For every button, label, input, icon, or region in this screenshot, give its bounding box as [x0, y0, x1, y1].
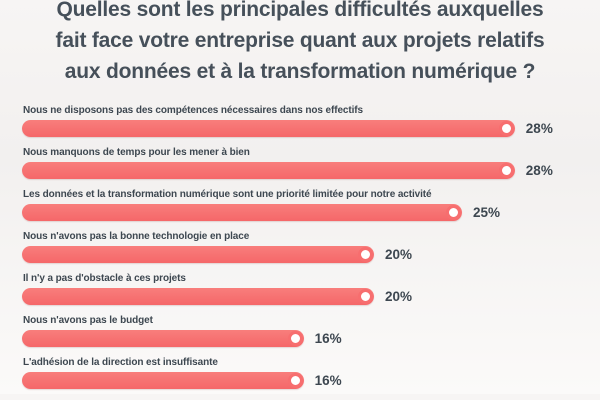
chart-row: Nous ne disposons pas des compétences né…: [22, 105, 600, 137]
answer-percentage: 25%: [473, 205, 501, 220]
chart-row: Les données et la transformation numériq…: [22, 189, 600, 221]
bar-line: 20%: [22, 246, 600, 263]
bar-thumb-icon: [446, 205, 461, 220]
bar-line: 16%: [22, 372, 600, 389]
bar-thumb-icon: [358, 289, 373, 304]
answer-bar: [22, 288, 374, 305]
survey-results-page: Quelles sont les principales difficultés…: [0, 0, 600, 389]
answer-label: Il n'y a pas d'obstacle à ces projets: [23, 273, 186, 284]
answer-bar: [22, 246, 374, 263]
chart-row: Nous manquons de temps pour les mener à …: [22, 147, 600, 179]
bar-line: 16%: [22, 330, 600, 347]
question-title-line-2: fait face votre entreprise quant aux pro…: [55, 29, 545, 52]
bar-thumb-icon: [498, 121, 514, 136]
bar-line: 28%: [22, 120, 600, 137]
chart-row: Il n'y a pas d'obstacle à ces projets 20%: [22, 273, 600, 305]
bar-thumb-icon: [358, 247, 373, 262]
answer-bar: [22, 204, 462, 221]
chart-row: L'adhésion de la direction est insuffisa…: [22, 357, 600, 389]
bar-thumb-icon: [287, 373, 303, 388]
bar-line: 20%: [22, 288, 600, 305]
bar-line: 28%: [22, 162, 600, 179]
answer-percentage: 16%: [314, 373, 342, 388]
answer-percentage: 28%: [525, 163, 553, 178]
question-title-line-1: Quelles sont les principales difficultés…: [56, 0, 544, 21]
bar-chart: Nous ne disposons pas des compétences né…: [0, 105, 600, 389]
answer-label: Les données et la transformation numériq…: [23, 189, 432, 200]
bar-thumb-icon: [287, 331, 303, 346]
answer-bar: [22, 330, 304, 347]
bar-line: 25%: [22, 204, 600, 221]
question-title-line-3: aux données et à la transformation numér…: [64, 60, 536, 83]
answer-label: Nous n'avons pas la bonne technologie en…: [23, 231, 250, 242]
answer-label: Nous manquons de temps pour les mener à …: [23, 147, 250, 158]
answer-label: L'adhésion de la direction est insuffisa…: [23, 357, 218, 368]
question-title: Quelles sont les principales difficultés…: [0, 0, 600, 87]
bar-thumb-icon: [498, 163, 514, 178]
answer-label: Nous ne disposons pas des compétences né…: [23, 105, 363, 116]
answer-percentage: 16%: [314, 331, 342, 346]
answer-percentage: 28%: [525, 121, 553, 136]
answer-percentage: 20%: [385, 247, 413, 262]
answer-label: Nous n'avons pas le budget: [23, 315, 153, 326]
answer-percentage: 20%: [385, 289, 413, 304]
chart-row: Nous n'avons pas le budget 16%: [22, 315, 600, 347]
chart-row: Nous n'avons pas la bonne technologie en…: [22, 231, 600, 263]
answer-bar: [22, 372, 304, 389]
answer-bar: [22, 120, 515, 137]
answer-bar: [22, 162, 515, 179]
